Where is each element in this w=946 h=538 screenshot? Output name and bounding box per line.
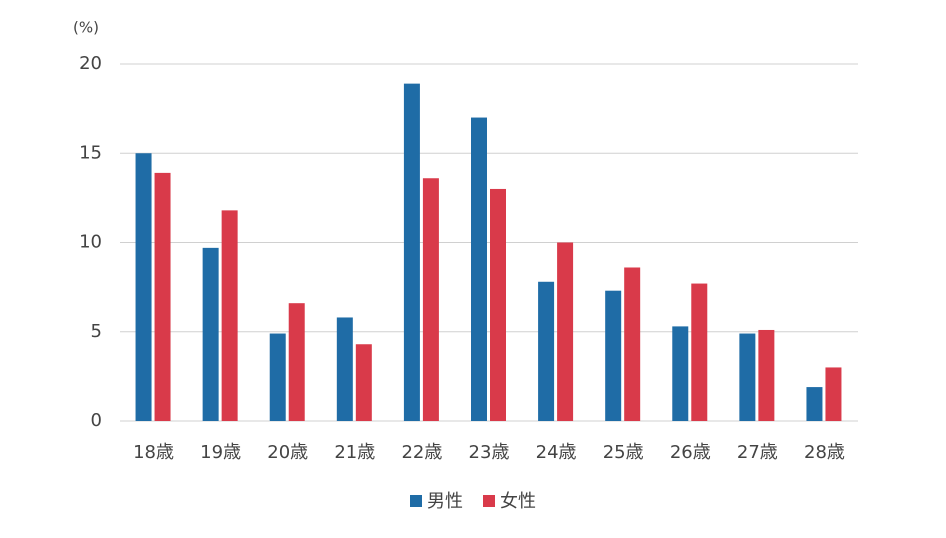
y-tick-label: 10 [79,232,102,253]
y-tick-label: 0 [91,410,102,431]
bar [135,153,152,421]
bar [355,344,372,421]
bar [403,83,420,421]
x-tick-label: 21歳 [334,442,375,463]
bar [739,333,756,421]
bar [758,329,775,421]
bar [471,117,487,422]
x-tick-label: 18歳 [133,442,174,463]
x-tick-label: 25歳 [603,442,644,463]
x-tick-label: 23歳 [469,442,510,463]
x-tick-label: 27歳 [737,442,778,463]
bar [221,210,238,421]
bar [154,172,171,421]
y-tick-label: 5 [91,321,102,342]
y-tick-label: 15 [79,142,102,163]
x-tick-label: 28歳 [804,442,845,463]
legend-swatch [410,495,422,507]
x-tick-label: 24歳 [536,442,577,463]
bar [269,333,286,421]
y-tick-label: 20 [79,53,102,74]
x-tick-label: 22歳 [401,442,442,463]
bar [691,283,708,421]
bar [624,267,641,421]
bar [422,178,439,421]
x-tick-label: 20歳 [267,442,308,463]
legend-swatch [483,495,495,507]
legend-label: 男性 [427,491,463,512]
bar [672,326,689,421]
bar [806,387,823,421]
bar [538,281,555,421]
bar [336,317,353,421]
bar [557,242,574,421]
bar [288,303,305,421]
bar [605,290,622,421]
bar [202,247,219,421]
bar [825,367,842,421]
legend-label: 女性 [500,491,536,512]
bar [490,188,506,421]
x-tick-label: 19歳 [200,442,241,463]
y-unit: (%) [73,19,99,37]
x-tick-label: 26歳 [670,442,711,463]
